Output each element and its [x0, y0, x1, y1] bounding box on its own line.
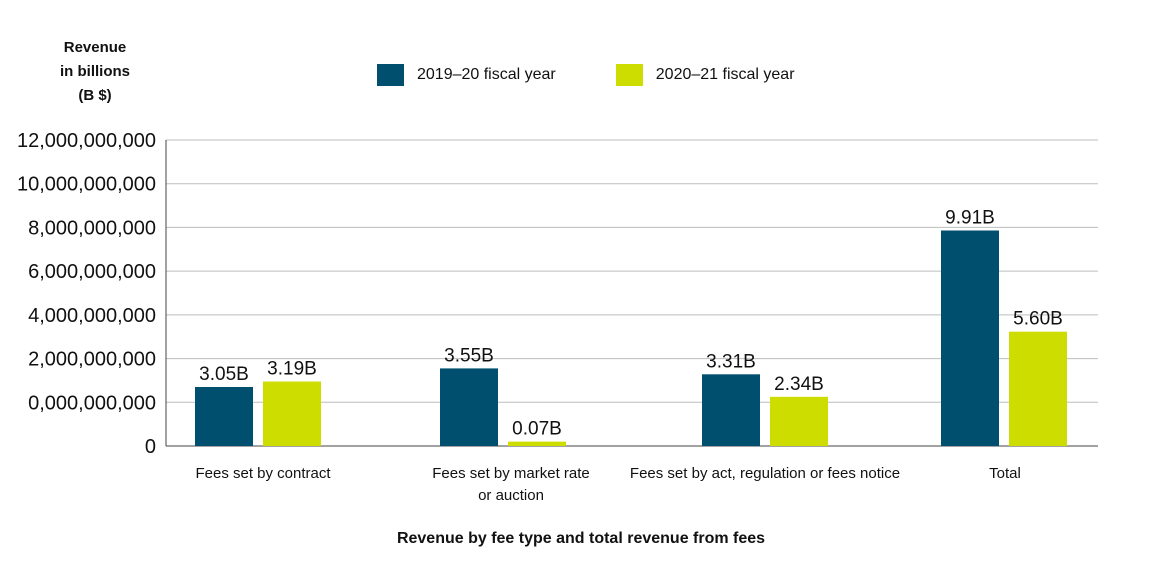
y-tick-label: 6,000,000,000	[28, 261, 156, 283]
bar-value-label: 3.19B	[267, 359, 317, 380]
y-tick-label: 12,000,000,000	[17, 130, 156, 152]
y-axis-title-line-2: in billions	[60, 63, 130, 80]
x-category-2-line-1: Fees set by market rate	[432, 465, 590, 482]
x-category-1-line-1: Fees set by contract	[195, 465, 331, 482]
legend-label-series-2: 2020–21 fiscal year	[655, 66, 795, 83]
x-category-1: Fees set by contract	[118, 463, 408, 485]
x-category-3-line-1: Fees set by act, regulation or fees noti…	[629, 465, 901, 482]
x-category-4-line-1: Total	[989, 465, 1021, 482]
bar	[770, 396, 828, 446]
y-tick-label: 0	[145, 436, 156, 458]
legend-label-series-1: 2019–20 fiscal year	[417, 66, 556, 83]
bar-value-label: 3.55B	[444, 345, 494, 366]
bar-value-label: 9.91B	[945, 207, 995, 228]
x-axis-title: Revenue by fee type and total revenue fr…	[396, 530, 766, 547]
y-tick-label: 4,000,000,000	[28, 305, 156, 327]
legend-item-series-2: 2020–21 fiscal year	[615, 64, 795, 86]
bar	[440, 368, 498, 446]
y-axis-title: Revenue in billions (B $)	[40, 36, 150, 108]
bar	[263, 381, 321, 446]
bar-value-label: 0.07B	[512, 419, 562, 440]
bar-value-label: 3.05B	[199, 364, 249, 385]
y-axis-title-line-1: Revenue	[63, 39, 127, 56]
bar-value-label: 2.34B	[774, 374, 824, 395]
bar	[508, 441, 566, 446]
y-axis-title-line-3: (B $)	[78, 87, 112, 104]
x-category-2: Fees set by market rate or auction	[366, 463, 656, 507]
legend-swatch-series-1	[377, 64, 404, 86]
bar	[702, 374, 760, 446]
bar-value-label: 5.60B	[1013, 309, 1063, 330]
bar-value-label: 3.31B	[706, 351, 756, 372]
y-tick-label: 10,000,000,000	[17, 174, 156, 196]
legend: 2019–20 fiscal year 2020–21 fiscal year	[377, 64, 855, 86]
bar	[195, 386, 253, 446]
bar	[941, 230, 999, 446]
legend-swatch-series-2	[615, 64, 643, 86]
y-tick-label: 0,000,000,000	[28, 392, 156, 414]
x-category-2-line-2: or auction	[478, 487, 544, 504]
y-tick-label: 8,000,000,000	[28, 217, 156, 239]
x-category-4: Total	[860, 463, 1150, 485]
bar	[1009, 331, 1067, 446]
legend-item-series-1: 2019–20 fiscal year	[377, 64, 556, 86]
y-tick-label: 2,000,000,000	[28, 349, 156, 371]
x-category-3: Fees set by act, regulation or fees noti…	[610, 463, 920, 485]
